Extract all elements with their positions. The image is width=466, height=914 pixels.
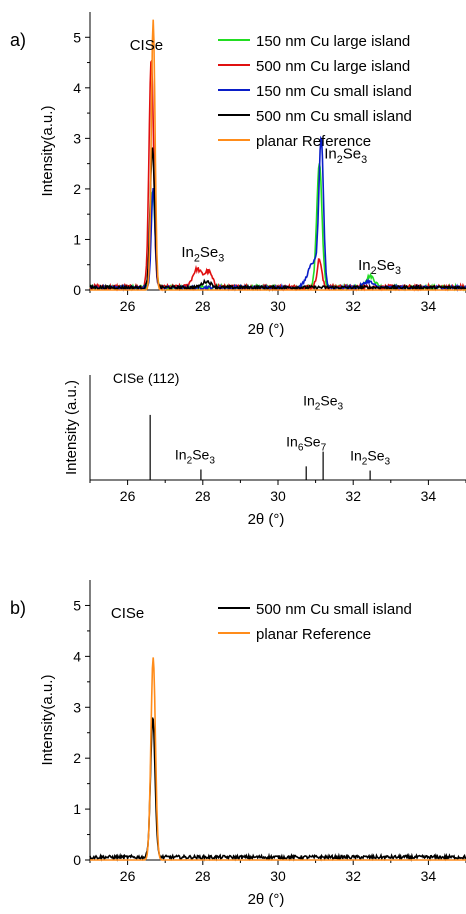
series-line	[89, 147, 466, 292]
x-tick-label: 32	[345, 868, 361, 884]
x-tick-label: 28	[195, 488, 211, 504]
formula-subscript: 3	[218, 252, 224, 264]
x-tick-label: 34	[421, 488, 437, 504]
peak-annotation: In2Se3	[324, 146, 367, 166]
formula-text: In	[175, 447, 187, 463]
y-tick-label: 1	[73, 801, 81, 817]
y-tick-label: 3	[73, 130, 81, 146]
x-tick-label: 30	[270, 488, 286, 504]
x-axis-label: 2θ (°)	[248, 891, 285, 908]
panel-label: a)	[10, 30, 26, 50]
y-tick-label: 4	[73, 648, 81, 664]
y-axis-label: Intensity (a.u.)	[63, 380, 80, 475]
formula-text: In	[181, 244, 194, 261]
x-tick-label: 26	[120, 488, 136, 504]
x-tick-label: 26	[120, 298, 136, 314]
formula-text: Se	[192, 447, 209, 463]
formula-subscript: 2	[362, 456, 368, 467]
y-axis-label: Intensity(a.u.)	[39, 675, 56, 766]
y-tick-label: 0	[73, 282, 81, 298]
formula-subscript: 3	[338, 402, 344, 413]
legend-entry: 150 nm Cu large island	[256, 33, 410, 50]
x-tick-label: 30	[270, 298, 286, 314]
formula-subscript: 3	[395, 265, 401, 277]
peak-annotation: CISe	[111, 605, 144, 622]
reference-label: In2Se3	[303, 393, 343, 413]
formula-text: Se	[200, 244, 218, 261]
y-tick-label: 5	[73, 29, 81, 45]
y-axis-label: Intensity(a.u.)	[39, 106, 56, 197]
legend: 500 nm Cu small island planar Reference	[218, 601, 412, 643]
reference-label: In2Se3	[350, 448, 390, 468]
y-tick-label: 5	[73, 597, 81, 613]
y-tick-label: 3	[73, 699, 81, 715]
formula-text: Se	[343, 146, 361, 163]
legend-entry: 500 nm Cu small island	[256, 108, 412, 125]
series-group	[89, 657, 466, 862]
series-group	[89, 19, 466, 292]
formula-subscript: 3	[361, 154, 367, 166]
formula-text: In	[286, 433, 298, 449]
y-tick-label: 0	[73, 852, 81, 868]
legend-entry: 500 nm Cu large island	[256, 58, 410, 75]
formula-subscript: 2	[194, 252, 200, 264]
peak-annotation: In2Se3	[181, 244, 224, 264]
x-tick-label: 34	[421, 868, 437, 884]
formula-text: In	[350, 448, 362, 464]
reference-label: In6Se7	[286, 433, 326, 453]
series-line	[90, 19, 466, 291]
y-tick-label: 2	[73, 181, 81, 197]
legend-entry: planar Reference	[256, 626, 371, 643]
y-tick-label: 2	[73, 750, 81, 766]
panel-label: b)	[10, 598, 26, 618]
legend: 150 nm Cu large island 500 nm Cu large is…	[218, 33, 412, 150]
series-line	[90, 657, 466, 861]
formula-subscript: 3	[385, 456, 391, 467]
formula-subscript: 2	[337, 154, 343, 166]
x-tick-label: 30	[270, 868, 286, 884]
formula-text: Se	[320, 393, 337, 409]
legend-entry: planar Reference	[256, 133, 371, 150]
y-tick-label: 4	[73, 80, 81, 96]
reference-label: In2Se3	[175, 447, 215, 467]
formula-text: In	[303, 393, 315, 409]
legend-entry: 500 nm Cu small island	[256, 601, 412, 618]
formula-subscript: 6	[298, 442, 304, 453]
formula-subscript: 2	[315, 402, 321, 413]
formula-text: Se	[367, 448, 384, 464]
formula-text: Se	[303, 433, 320, 449]
legend-entry: 150 nm Cu small island	[256, 83, 412, 100]
peak-annotation: In2Se3	[358, 257, 401, 277]
formula-text: In	[324, 146, 337, 163]
formula-subscript: 3	[209, 455, 215, 466]
series-line	[89, 717, 466, 862]
x-tick-label: 28	[195, 298, 211, 314]
y-tick-label: 1	[73, 231, 81, 247]
formula-text: Se	[377, 257, 395, 274]
x-tick-label: 34	[421, 298, 437, 314]
formula-subscript: 2	[187, 455, 193, 466]
reference-label: CISe (112)	[113, 370, 180, 386]
peak-annotation: CISe	[130, 37, 163, 54]
x-axis-label: 2θ (°)	[248, 321, 285, 338]
x-tick-label: 32	[345, 298, 361, 314]
x-tick-label: 26	[120, 868, 136, 884]
formula-subscript: 2	[371, 265, 377, 277]
x-axis-label: 2θ (°)	[248, 511, 285, 528]
x-tick-label: 32	[345, 488, 361, 504]
formula-text: In	[358, 257, 371, 274]
formula-subscript: 7	[321, 442, 327, 453]
x-tick-label: 28	[195, 868, 211, 884]
